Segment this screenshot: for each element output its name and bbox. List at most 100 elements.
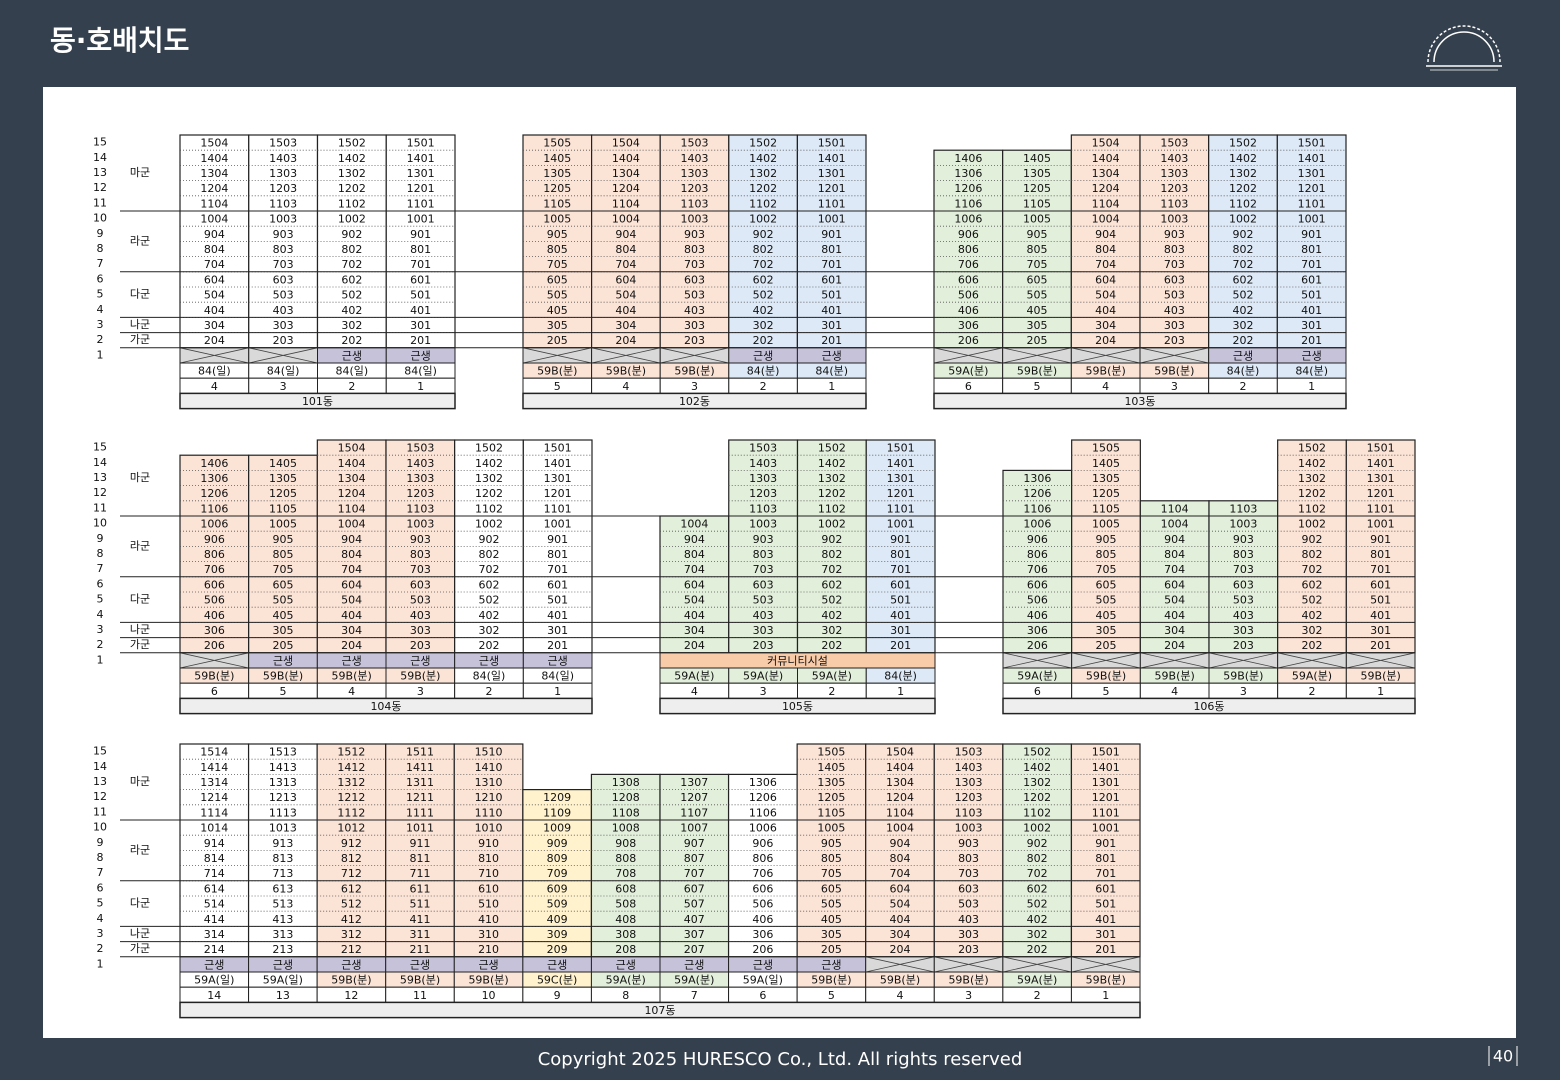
room-number: 1103 (749, 502, 777, 515)
room-number: 1102 (749, 197, 777, 210)
room-number: 1404 (1092, 152, 1120, 165)
retail-label: 근생 (273, 958, 293, 971)
room-number: 910 (478, 837, 499, 850)
room-number: 801 (890, 548, 911, 561)
floor-label: 1 (97, 957, 104, 970)
unit-type: 59B(분) (1223, 670, 1263, 683)
room-number: 806 (958, 243, 979, 256)
room-number: 705 (273, 563, 294, 576)
room-number: 808 (615, 852, 636, 865)
room-number: 504 (1164, 594, 1185, 607)
room-number: 702 (821, 563, 842, 576)
room-number: 1402 (338, 152, 366, 165)
room-number: 809 (547, 852, 568, 865)
room-number: 203 (753, 639, 774, 652)
room-number: 1401 (407, 152, 435, 165)
pilotis-cross (1071, 347, 1141, 364)
unit-type: 59A(분) (812, 670, 852, 683)
group-label: 라군 (130, 234, 150, 247)
room-number: 203 (410, 639, 431, 652)
room-number: 504 (615, 289, 636, 302)
room-number: 1006 (954, 213, 982, 226)
unit-type: 59B(분) (674, 365, 714, 378)
group-label: 라군 (130, 539, 150, 552)
room-number: 1402 (1298, 457, 1326, 470)
room-number: 201 (1301, 334, 1322, 347)
room-number: 1202 (1229, 182, 1257, 195)
floor-label: 14 (93, 456, 107, 469)
building-name-cell (1002, 697, 1416, 715)
room-number: 1401 (1367, 457, 1395, 470)
building-name: 107동 (644, 1004, 675, 1017)
room-number: 903 (958, 837, 979, 850)
room-number: 406 (1027, 609, 1048, 622)
floor-label: 11 (93, 805, 107, 818)
room-number: 301 (1370, 624, 1391, 637)
unit-type: 59B(분) (1361, 670, 1401, 683)
floor-label: 6 (97, 881, 104, 894)
room-number: 708 (615, 867, 636, 880)
retail-label: 근생 (273, 654, 293, 667)
room-number: 1411 (406, 761, 434, 774)
unit-type: 59B(분) (1155, 670, 1195, 683)
room-number: 1001 (1367, 518, 1395, 531)
room-number: 301 (410, 319, 431, 332)
room-number: 405 (821, 913, 842, 926)
room-number: 604 (1095, 273, 1116, 286)
room-number: 905 (821, 837, 842, 850)
room-number: 1305 (1023, 167, 1051, 180)
floor-label: 15 (93, 136, 107, 149)
room-number: 702 (1233, 258, 1254, 271)
room-number: 603 (684, 273, 705, 286)
room-number: 1004 (1092, 213, 1120, 226)
line-number: 9 (554, 989, 561, 1002)
room-number: 1009 (543, 822, 571, 835)
room-number: 204 (684, 639, 705, 652)
floor-label: 2 (97, 333, 104, 346)
room-number: 305 (273, 624, 294, 637)
room-number: 508 (615, 898, 636, 911)
room-number: 813 (272, 852, 293, 865)
room-number: 1307 (680, 776, 708, 789)
room-number: 1114 (200, 806, 228, 819)
floor-label: 12 (93, 486, 107, 499)
room-number: 1504 (1092, 137, 1120, 150)
room-number: 1203 (955, 791, 983, 804)
unit-column (1002, 149, 1072, 349)
line-number: 2 (828, 685, 835, 698)
room-number: 1003 (406, 518, 434, 531)
unit-type: 59A(일) (743, 973, 783, 987)
room-number: 1403 (955, 761, 983, 774)
room-number: 804 (1164, 548, 1185, 561)
room-number: 1402 (1023, 761, 1051, 774)
room-number: 613 (272, 882, 293, 895)
room-number: 1502 (818, 442, 846, 455)
room-number: 1406 (200, 457, 228, 470)
room-number: 1405 (1092, 457, 1120, 470)
room-number: 1413 (269, 761, 297, 774)
room-number: 1510 (475, 746, 503, 759)
group-label: 가군 (130, 638, 150, 651)
room-number: 1308 (612, 776, 640, 789)
room-number: 402 (821, 609, 842, 622)
room-number: 303 (684, 319, 705, 332)
room-number: 1203 (269, 182, 297, 195)
retail-label: 근생 (342, 654, 362, 667)
room-number: 1004 (886, 822, 914, 835)
room-number: 1403 (681, 152, 709, 165)
floor-label: 9 (97, 532, 104, 545)
room-number: 902 (821, 533, 842, 546)
room-number: 1003 (1160, 213, 1188, 226)
room-number: 1013 (269, 822, 297, 835)
pilotis-cross (1139, 347, 1209, 364)
room-number: 501 (1370, 594, 1391, 607)
line-number: 13 (276, 989, 290, 1002)
room-number: 1201 (1367, 487, 1395, 500)
room-number: 405 (1027, 304, 1048, 317)
line-number: 1 (1377, 685, 1384, 698)
room-number: 1214 (200, 791, 228, 804)
unit-type: 59A(일) (194, 973, 234, 987)
room-number: 702 (1302, 563, 1323, 576)
room-number: 1401 (1298, 152, 1326, 165)
room-number: 403 (958, 913, 979, 926)
